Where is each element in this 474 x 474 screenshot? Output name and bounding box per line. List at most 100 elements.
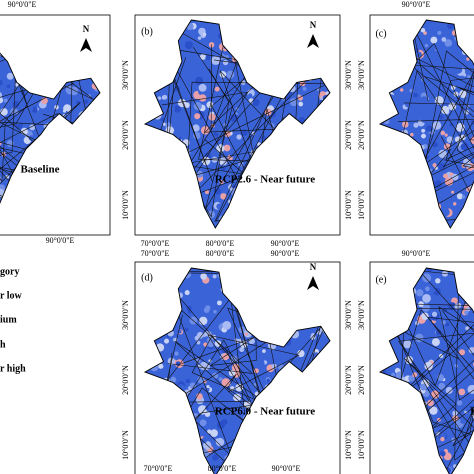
grid-cell (438, 382, 446, 390)
grid-cell (157, 96, 162, 101)
grid-cell (433, 308, 438, 313)
state-border (454, 34, 474, 146)
grid-cell (312, 97, 316, 101)
grid-cell (28, 106, 33, 111)
grid-cell (228, 418, 235, 425)
state-border (419, 306, 474, 449)
grid-cell (248, 98, 254, 104)
grid-cell (173, 105, 182, 113)
grid-cell (284, 344, 294, 354)
grid-cell (223, 144, 231, 152)
country-border (143, 19, 331, 229)
grid-cell (414, 333, 424, 343)
grid-cell (184, 290, 190, 296)
grid-cell (194, 113, 201, 120)
grid-cell (459, 90, 468, 99)
grid-cell (443, 173, 449, 179)
grid-cell (243, 377, 248, 382)
legend-label: r low (0, 290, 23, 301)
grid-cell (424, 43, 429, 48)
grid-cell (410, 110, 415, 115)
grid-cell (423, 31, 427, 35)
grid-cell (312, 91, 317, 96)
lat-tick: 10°0'0"N (357, 190, 366, 220)
lon-tick: 90°0'0"E (402, 249, 431, 258)
grid-cell (209, 435, 216, 442)
grid-cell (182, 72, 192, 81)
grid-cell (400, 88, 404, 92)
grid-cell (421, 133, 426, 139)
grid-cell (467, 75, 471, 79)
grid-cell (200, 272, 208, 280)
grid-cell (289, 98, 298, 107)
grid-cell (204, 393, 212, 401)
grid-cell (243, 400, 251, 409)
state-border (388, 23, 474, 219)
grid-cell (420, 27, 426, 33)
lat-tick: 20°0'0"N (357, 365, 366, 395)
grid-cell (210, 429, 218, 437)
state-border (424, 29, 474, 161)
grid-cell (212, 274, 217, 279)
grid-cell (302, 86, 307, 91)
north-arrow (80, 38, 92, 52)
grid-cell (16, 142, 20, 146)
lat-tick: 10°0'0"N (121, 190, 130, 220)
grid-cell (234, 168, 239, 174)
lat-tick: 30°0'0"N (121, 60, 130, 90)
lat-tick: 10°0'0"N (344, 430, 353, 460)
grid-cell (430, 36, 438, 44)
grid-cell (441, 117, 447, 124)
grid-cell (466, 57, 470, 61)
country-fill (0, 20, 100, 228)
grid-cell (431, 288, 436, 293)
grid-cell (236, 134, 242, 140)
grid-cell (175, 361, 181, 367)
grid-cell (218, 377, 223, 381)
grid-cell (415, 51, 422, 58)
country-border (378, 267, 474, 474)
grid-cell (438, 163, 446, 171)
grid-cell (422, 294, 431, 303)
grid-cell (244, 332, 248, 336)
grid-cell (253, 368, 259, 374)
lat-tick: 10°0'0"N (357, 430, 366, 460)
grid-cell (162, 94, 168, 100)
grid-cell (215, 437, 225, 447)
country-fill (145, 20, 330, 228)
state-border (159, 57, 229, 218)
grid-cell (54, 105, 59, 110)
grid-cell (224, 416, 228, 420)
grid-cell (229, 386, 235, 391)
grid-cell (425, 286, 430, 292)
grid-cell (5, 175, 10, 179)
grid-cell (198, 424, 207, 433)
lon-tick: 90°0'0"E (271, 249, 300, 258)
lon-tick: 70°0'0"E (141, 239, 170, 248)
grid-cell (0, 97, 4, 104)
state-border (444, 90, 474, 183)
grid-cell (214, 86, 220, 92)
grid-cell (245, 104, 249, 108)
grid-cell (6, 139, 14, 147)
grid-cell (431, 338, 440, 347)
grid-cell (298, 116, 306, 124)
grid-cell (202, 32, 207, 37)
grid-cell (434, 44, 441, 51)
grid-cell (443, 452, 452, 461)
grid-cell (212, 454, 219, 461)
grid-cell (205, 55, 211, 61)
grid-cell (76, 100, 81, 106)
grid-cell (442, 187, 447, 193)
state-border (398, 326, 474, 447)
legend-label: gory (0, 266, 19, 277)
state-border (407, 70, 474, 219)
grid-cell (184, 327, 189, 332)
lat-tick: 30°0'0"N (357, 60, 366, 90)
lon-tick: 70°0'0"E (141, 249, 170, 258)
grid-cell (403, 340, 412, 349)
grid-cell (454, 303, 460, 310)
grid-cell (432, 28, 436, 33)
grid-cell (449, 122, 454, 127)
grid-cell (429, 406, 438, 415)
